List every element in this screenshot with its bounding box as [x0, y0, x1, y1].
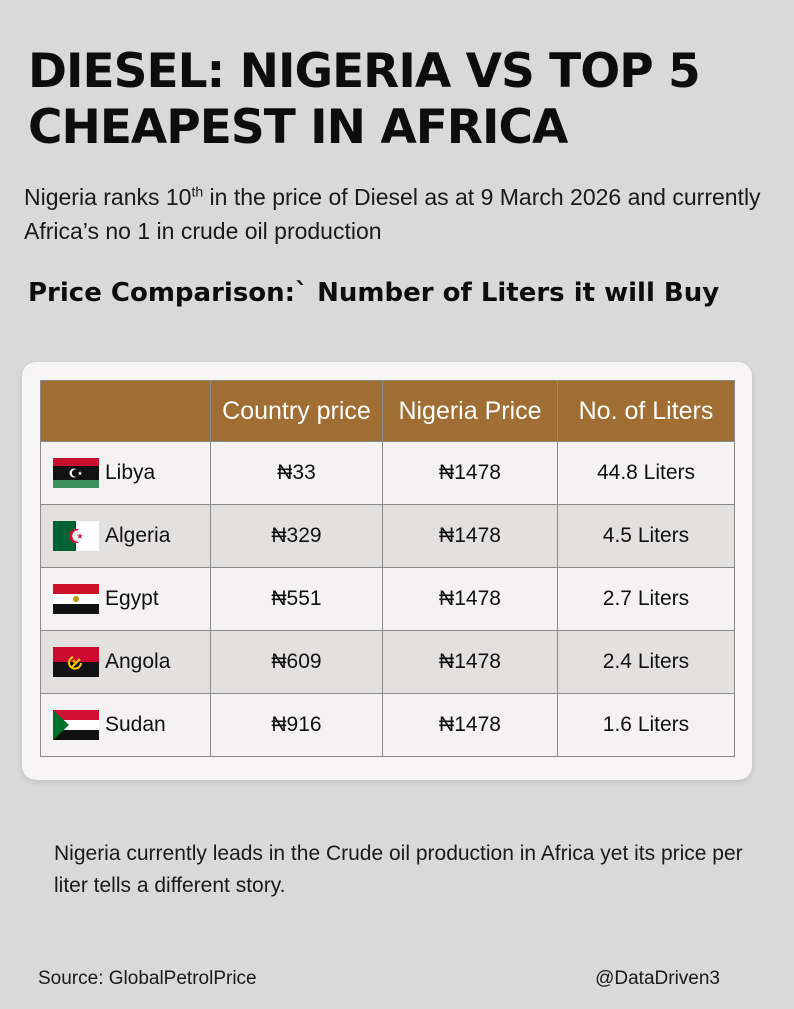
table-row: Sudan ₦916 ₦1478 1.6 Liters [40, 693, 735, 757]
nigeria-price-cell: ₦1478 [382, 567, 558, 631]
footer-note: Nigeria currently leads in the Crude oil… [54, 842, 743, 897]
country-name: Sudan [105, 713, 166, 736]
country-price-cell: ₦551 [210, 567, 383, 631]
country-name: Libya [105, 461, 156, 484]
angola-flag-icon [53, 647, 99, 677]
country-price-cell: ₦329 [210, 504, 383, 568]
liters-cell: 4.5 Liters [557, 504, 735, 568]
table-header-row: Country price Nigeria Price No. of Liter… [40, 380, 735, 442]
table-row: Egypt ₦551 ₦1478 2.7 Liters [40, 567, 735, 631]
nigeria-price-cell: ₦1478 [382, 630, 558, 694]
subtitle-part1: Nigeria ranks 10 [24, 184, 192, 210]
nigeria-price-cell: ₦1478 [382, 693, 558, 757]
table-row: Angola ₦609 ₦1478 2.4 Liters [40, 630, 735, 694]
country-cell: Sudan [40, 693, 211, 757]
country-price-cell: ₦33 [210, 441, 383, 505]
libya-flag-icon [53, 458, 99, 488]
sudan-flag-icon [53, 710, 99, 740]
country-cell: Egypt [40, 567, 211, 631]
header-nigeria-price: Nigeria Price [382, 380, 558, 442]
country-cell: Angola [40, 630, 211, 694]
header-liters: No. of Liters [557, 380, 735, 442]
source-credit: Source: GlobalPetrolPrice [38, 968, 257, 989]
header-country [40, 380, 211, 442]
liters-cell: 2.7 Liters [557, 567, 735, 631]
subtitle-part2: in the price of Diesel as at 9 March 202… [24, 184, 761, 244]
nigeria-price-cell: ₦1478 [382, 504, 558, 568]
subtitle-superscript: th [191, 183, 204, 200]
country-price-cell: ₦609 [210, 630, 383, 694]
page-title: DIESEL: NIGERIA VS TOP 5 CHEAPEST IN AFR… [28, 44, 701, 155]
liters-cell: 2.4 Liters [557, 630, 735, 694]
egypt-flag-icon [53, 584, 99, 614]
nigeria-price-cell: ₦1478 [382, 441, 558, 505]
country-name: Algeria [105, 524, 171, 547]
liters-cell: 44.8 Liters [557, 441, 735, 505]
subtitle: Nigeria ranks 10th in the price of Diese… [24, 180, 764, 248]
header-country-price: Country price [210, 380, 383, 442]
table-row: Algeria ₦329 ₦1478 4.5 Liters [40, 504, 735, 568]
country-name: Egypt [105, 587, 159, 610]
country-cell: Libya [40, 441, 211, 505]
liters-cell: 1.6 Liters [557, 693, 735, 757]
country-cell: Algeria [40, 504, 211, 568]
table-row: Libya ₦33 ₦1478 44.8 Liters [40, 441, 735, 505]
country-price-cell: ₦916 [210, 693, 383, 757]
section-title: Price Comparison:` Number of Liters it w… [28, 278, 720, 308]
country-name: Angola [105, 650, 171, 673]
author-handle: @DataDriven3 [595, 968, 720, 989]
comparison-table: Country price Nigeria Price No. of Liter… [40, 380, 735, 757]
algeria-flag-icon [53, 521, 99, 551]
